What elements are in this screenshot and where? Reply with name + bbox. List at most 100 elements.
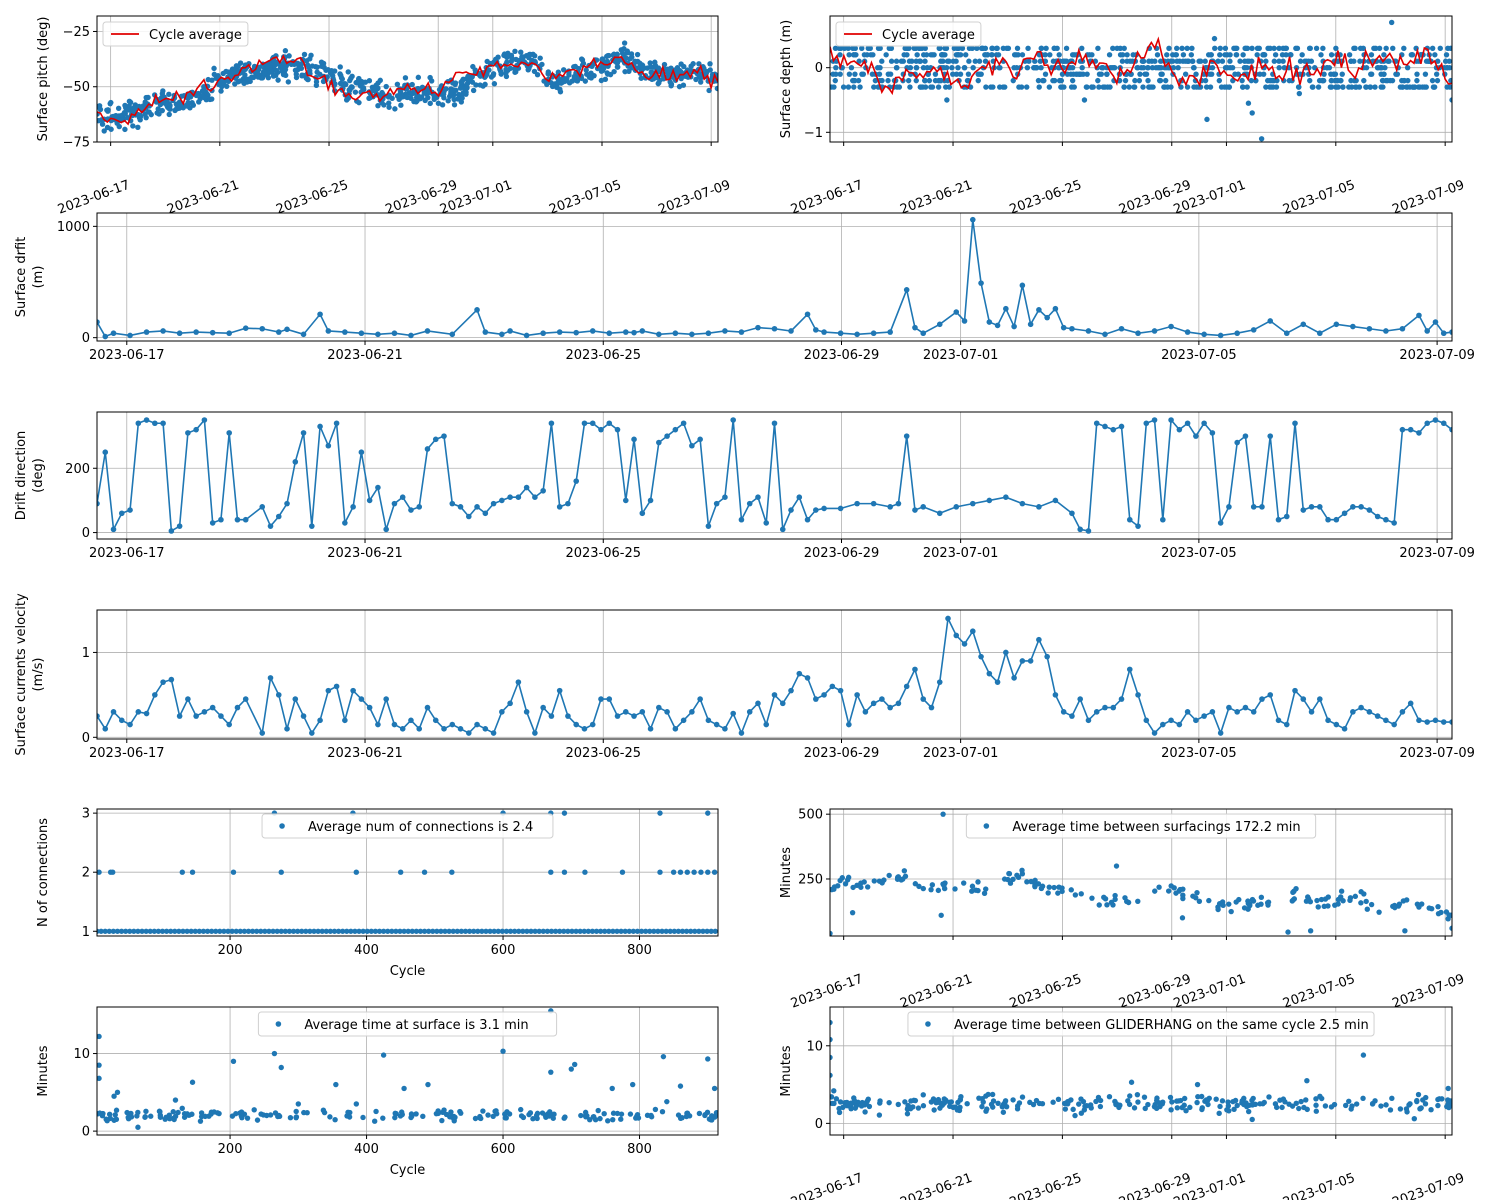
data-point <box>876 71 883 77</box>
x-tick-label: 2023-06-17 <box>89 546 165 561</box>
data-point <box>380 1115 386 1121</box>
data-point <box>1036 307 1042 313</box>
data-point <box>821 329 827 335</box>
data-point <box>284 500 290 507</box>
data-point <box>188 928 194 934</box>
data-point <box>1067 64 1074 71</box>
data-point <box>530 1116 536 1122</box>
data-point <box>259 504 266 510</box>
data-point <box>122 928 129 934</box>
data-point <box>1397 1106 1404 1112</box>
data-point <box>147 928 153 934</box>
data-point <box>1046 84 1053 90</box>
data-point <box>562 1114 568 1120</box>
data-point <box>97 1075 102 1082</box>
data-point <box>1228 908 1234 915</box>
data-point <box>813 327 819 333</box>
data-point <box>837 877 843 884</box>
data-point <box>1089 84 1095 90</box>
x-tick-label: 2023-06-29 <box>804 746 880 761</box>
data-point <box>713 721 720 728</box>
data-point <box>97 713 100 719</box>
data-point <box>1333 84 1339 90</box>
data-point <box>1346 52 1353 58</box>
data-point <box>1112 892 1118 899</box>
data-point <box>840 1104 846 1110</box>
data-point <box>1039 1100 1046 1107</box>
data-point <box>1250 504 1257 510</box>
data-point <box>573 928 579 934</box>
data-point <box>234 704 241 711</box>
data-point <box>172 1113 179 1120</box>
data-point <box>648 69 655 75</box>
data-point <box>458 928 465 934</box>
data-point <box>282 48 289 54</box>
data-point <box>1220 902 1226 909</box>
data-point <box>1010 1097 1016 1103</box>
data-point <box>872 77 879 84</box>
data-point <box>565 500 571 507</box>
data-point <box>515 494 522 501</box>
data-point <box>1368 901 1375 908</box>
data-point <box>1411 1116 1418 1122</box>
data-point <box>1014 45 1021 52</box>
data-point <box>482 510 489 517</box>
data-point <box>619 869 626 875</box>
data-point <box>1261 1099 1267 1106</box>
data-point <box>1416 430 1422 436</box>
data-point <box>267 523 274 529</box>
data-point <box>1146 58 1152 64</box>
data-point <box>307 68 313 74</box>
data-point <box>143 417 150 423</box>
data-point <box>275 329 282 335</box>
data-point <box>548 713 555 719</box>
data-point <box>788 687 794 694</box>
data-point <box>228 73 234 80</box>
data-point <box>1118 696 1125 702</box>
data-point <box>690 61 696 67</box>
data-point <box>1300 696 1307 702</box>
y-tick-label: −50 <box>63 80 90 95</box>
data-point <box>940 811 946 817</box>
data-point <box>1145 77 1151 84</box>
data-point <box>1376 45 1383 52</box>
data-point <box>916 58 923 64</box>
legend: Average time between GLIDERHANG on the s… <box>907 1011 1375 1037</box>
data-point <box>226 430 232 436</box>
data-point <box>678 75 684 82</box>
legend-box <box>835 21 982 47</box>
data-point <box>583 67 589 73</box>
data-point <box>1203 1097 1210 1103</box>
data-point <box>317 717 323 724</box>
data-point <box>1179 915 1186 921</box>
data-point <box>237 928 244 934</box>
data-point <box>1216 1110 1222 1117</box>
data-point <box>503 66 509 73</box>
data-point <box>981 890 988 897</box>
data-point <box>565 713 571 719</box>
data-point <box>1055 890 1061 896</box>
data-point <box>870 500 877 507</box>
data-point <box>1321 71 1327 77</box>
data-point <box>106 928 112 934</box>
data-point <box>575 65 582 72</box>
y-tick-label: −25 <box>63 25 90 40</box>
x-tick-label: 2023-06-17 <box>89 348 165 363</box>
data-point <box>657 810 663 816</box>
data-point <box>788 328 794 334</box>
data-point <box>1226 901 1232 907</box>
x-tick-label: 2023-07-01 <box>923 746 999 761</box>
data-point <box>714 85 718 92</box>
data-point <box>936 679 943 685</box>
data-point <box>945 615 951 622</box>
data-point <box>1258 894 1265 901</box>
data-point <box>1294 45 1301 52</box>
data-point <box>313 82 320 88</box>
data-point <box>667 79 673 85</box>
data-point <box>1353 1101 1360 1107</box>
data-point <box>938 912 944 918</box>
data-point <box>1018 84 1025 90</box>
data-point <box>692 928 698 934</box>
data-point <box>949 64 955 71</box>
x-tick-label: 2023-07-05 <box>547 178 623 218</box>
